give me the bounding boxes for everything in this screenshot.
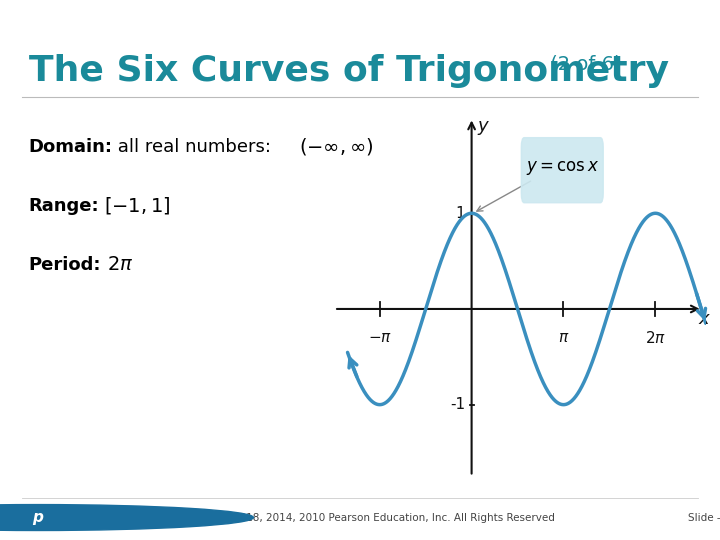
Text: 1: 1 <box>456 206 465 221</box>
Text: p: p <box>32 510 43 525</box>
Circle shape <box>0 504 253 530</box>
Text: $[-1, 1]$: $[-1, 1]$ <box>104 195 171 217</box>
Text: Period:: Period: <box>29 256 102 274</box>
Text: Pearson: Pearson <box>83 511 147 525</box>
Text: $\pi$: $\pi$ <box>558 330 570 345</box>
Text: $-\pi$: $-\pi$ <box>368 330 392 345</box>
Text: (2 of 6): (2 of 6) <box>544 54 621 73</box>
Text: all real numbers:: all real numbers: <box>112 138 276 156</box>
Text: $x$: $x$ <box>698 309 711 328</box>
Text: $2\pi$: $2\pi$ <box>645 330 666 346</box>
Text: $(-\infty, \infty)$: $(-\infty, \infty)$ <box>299 136 373 157</box>
Text: Slide - 32: Slide - 32 <box>688 514 720 523</box>
Text: $2\pi$: $2\pi$ <box>107 255 133 274</box>
Text: $y$: $y$ <box>477 119 490 138</box>
Text: Domain:: Domain: <box>29 138 113 156</box>
Text: $y = \cos x$: $y = \cos x$ <box>526 159 599 177</box>
Text: The Six Curves of Trigonometry: The Six Curves of Trigonometry <box>29 54 669 88</box>
Text: -1: -1 <box>450 397 465 412</box>
Text: Copyright © 2018, 2014, 2010 Pearson Education, Inc. All Rights Reserved: Copyright © 2018, 2014, 2010 Pearson Edu… <box>165 514 555 523</box>
Text: Range:: Range: <box>29 197 99 215</box>
FancyBboxPatch shape <box>521 138 603 202</box>
